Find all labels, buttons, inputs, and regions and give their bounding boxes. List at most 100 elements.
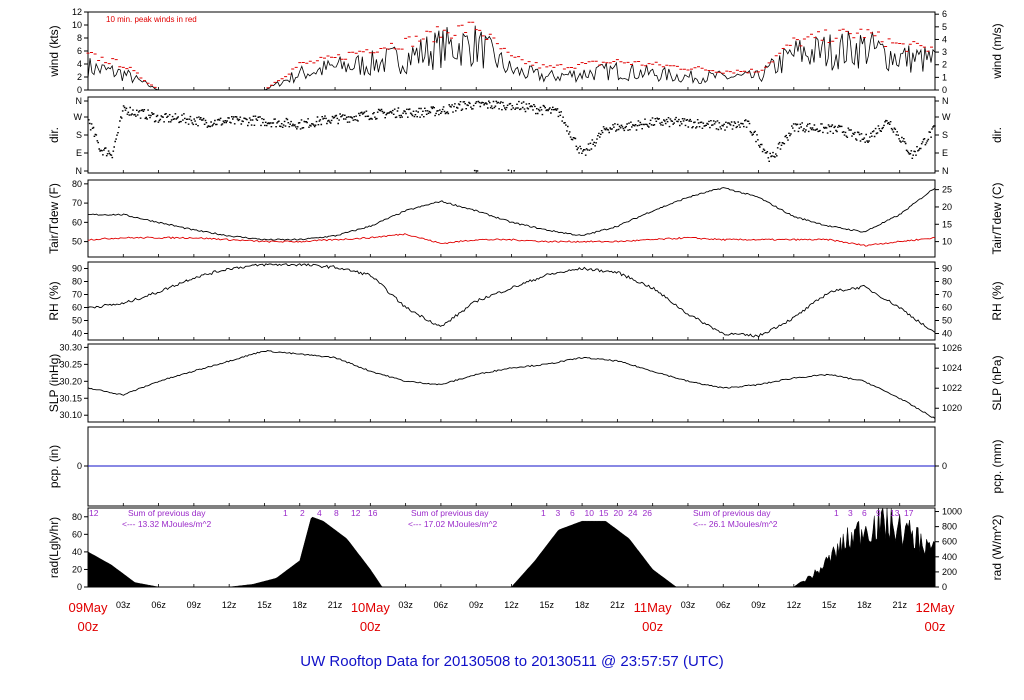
rad-sum-value: <--- 13.32 MJoules/m^2 <box>122 519 212 529</box>
ytick-label-right: E <box>942 148 948 158</box>
ytick-label-right: 0 <box>942 461 947 471</box>
hour-tick-label: 18z <box>292 600 307 610</box>
rad-hour-marker: 26 <box>643 508 653 518</box>
day-label-hour: 00z <box>360 619 381 634</box>
ytick-label-left: 4 <box>77 59 82 69</box>
hour-tick-label: 18z <box>575 600 590 610</box>
ytick-label-left: 60 <box>72 303 82 313</box>
rad-hour-marker: 12 <box>89 508 99 518</box>
hour-tick-label: 12z <box>787 600 802 610</box>
ylabel-left: RH (%) <box>47 281 61 320</box>
panel-rh: RH (%) RH (%) 40 50 60 70 80 90 40 50 60 70 80 90 <box>47 261 1004 341</box>
rad-hour-marker: 13 <box>890 508 900 518</box>
rad-hour-marker: 16 <box>368 508 378 518</box>
ytick-label-right: 200 <box>942 567 957 577</box>
ytick-label-left: 80 <box>72 179 82 189</box>
rad-hour-marker: 3 <box>848 508 853 518</box>
panel-frame <box>87 11 936 91</box>
ytick-label-right: 25 <box>942 185 952 195</box>
ytick-label-right: 600 <box>942 537 957 547</box>
rad-sum-value: <--- 17.02 MJoules/m^2 <box>408 519 498 529</box>
ytick-label-right: 40 <box>942 329 952 339</box>
ylabel-right: wind (m/s) <box>990 23 1004 79</box>
rad-hour-marker: 6 <box>570 508 575 518</box>
panel-temp: Tair/Tdew (F) Tair/Tdew (C) 50 60 70 80 10 15 20… <box>47 179 1004 258</box>
hour-tick-label: 06z <box>434 600 449 610</box>
hour-tick-label: 09z <box>751 600 766 610</box>
day-label-hour: 00z <box>642 619 663 634</box>
panel-rad: rad(Lgly/hr) rad (W/m^2)02040608002004006… <box>47 507 1004 592</box>
ytick-label-left: 80 <box>72 277 82 287</box>
ytick-label-right: 0 <box>942 582 947 592</box>
hour-tick-label: 03z <box>116 600 131 610</box>
ytick-label-right: 6 <box>942 9 947 19</box>
ytick-label-left: S <box>76 130 82 140</box>
rad-hour-marker: 8 <box>334 508 339 518</box>
ytick-label-left: 30.30 <box>59 342 82 352</box>
hour-tick-label: 12z <box>504 600 519 610</box>
ytick-label-left: 50 <box>72 237 82 247</box>
hour-tick-label: 12z <box>222 600 237 610</box>
ytick-label-left: 30.20 <box>59 376 82 386</box>
hour-tick-label: 21z <box>610 600 625 610</box>
hour-tick-label: 03z <box>681 600 696 610</box>
rad-sum-value: <--- 26.1 MJoules/m^2 <box>693 519 778 529</box>
rad-hour-marker: 1 <box>541 508 546 518</box>
rad-hour-marker: 1 <box>834 508 839 518</box>
ytick-label-left: 60 <box>72 529 82 539</box>
ytick-label-left: 30.15 <box>59 393 82 403</box>
ytick-label-right: N <box>942 96 949 106</box>
hour-tick-label: 18z <box>857 600 872 610</box>
ytick-label-right: 20 <box>942 202 952 212</box>
rad-sum-label: Sum of previous day <box>411 508 489 518</box>
panel-frame <box>87 507 936 588</box>
figure-title: UW Rooftop Data for 20130508 to 20130511… <box>300 653 724 670</box>
ytick-label-right: 1022 <box>942 383 962 393</box>
slp-line <box>87 350 936 419</box>
ytick-label-left: 50 <box>72 316 82 326</box>
rad-hour-marker: 17 <box>904 508 914 518</box>
day-label-date: 10May <box>351 600 391 615</box>
ylabel-left: SLP (inHg) <box>47 354 61 412</box>
ytick-label-left: 6 <box>77 46 82 56</box>
ytick-label-right: 1 <box>942 72 947 82</box>
ytick-label-right: 1026 <box>942 343 962 353</box>
wind-peak-marks <box>86 21 933 89</box>
panel-slp: SLP (inHg) SLP (hPa) 30.10 30.15 30.20 30.25 3… <box>47 342 1004 423</box>
ytick-label-right: 50 <box>942 316 952 326</box>
ytick-label-left: E <box>76 148 82 158</box>
hour-tick-labels: 03z 06z 09z 12z 15z 18z 21z 03z 06z 09z 12z 15z 18z 2… <box>116 600 907 610</box>
ylabel-left: dir. <box>47 127 61 143</box>
day-label-hour: 00z <box>78 619 99 634</box>
panel-frame <box>87 179 936 258</box>
day-label-date: 12May <box>915 600 955 615</box>
rad-hour-marker: 15 <box>599 508 609 518</box>
ytick-label-left: 70 <box>72 290 82 300</box>
ytick-label-left: N <box>76 96 83 106</box>
ytick-label-right: 3 <box>942 47 947 57</box>
ytick-label-left: 12 <box>72 7 82 17</box>
ylabel-left: pcp. (in) <box>47 445 61 488</box>
rad-sum-label: Sum of previous day <box>693 508 771 518</box>
ytick-label-right: 800 <box>942 522 957 532</box>
ylabel-left: Tair/Tdew (F) <box>47 183 61 254</box>
ytick-label-left: 80 <box>72 512 82 522</box>
ytick-label-left: 70 <box>72 198 82 208</box>
ytick-label-right: 15 <box>942 219 952 229</box>
panel-frame <box>87 261 936 341</box>
ytick-label-right: 4 <box>942 34 947 44</box>
ytick-label-left: 10 <box>72 20 82 30</box>
rh-line <box>87 263 936 338</box>
ytick-label-left: 60 <box>72 217 82 227</box>
ytick-label-right: 0 <box>942 85 947 95</box>
day-labels: 09May 00z 10May 00z 11May 00z 12May 00z <box>68 600 955 634</box>
ytick-label-right: W <box>942 112 951 122</box>
ytick-label-left: 20 <box>72 564 82 574</box>
ylabel-left: wind (kts) <box>47 25 61 77</box>
hour-tick-label: 15z <box>540 600 555 610</box>
ylabel-right: pcp. (mm) <box>990 439 1004 493</box>
hour-tick-label: 06z <box>151 600 166 610</box>
